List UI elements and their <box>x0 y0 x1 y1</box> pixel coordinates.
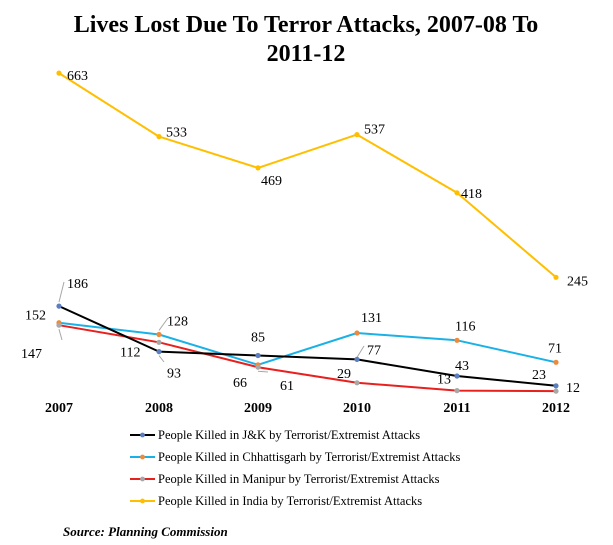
data-label-s3-5: 245 <box>567 274 588 289</box>
legend-entry-1: People Killed in Chhattisgarh by Terrori… <box>158 450 460 464</box>
data-label-s1-2: 66 <box>233 376 247 391</box>
label-leader-line-4 <box>257 370 269 373</box>
series-line-0 <box>58 305 557 387</box>
data-label-s0-1: 93 <box>167 367 181 382</box>
data-labels: 186 93 85 77 43 23 152 128 66 131 116 71 147 112 61 29 1… <box>21 69 588 396</box>
data-label-s2-3: 29 <box>337 367 351 382</box>
data-label-s1-0: 152 <box>25 309 46 324</box>
label-leader-line-3 <box>58 329 63 341</box>
data-point-s2-4 <box>454 388 460 394</box>
data-label-s0-5: 23 <box>532 368 546 383</box>
data-label-s1-1: 128 <box>167 314 188 329</box>
legend-swatch-marker-0 <box>140 432 145 438</box>
x-tick-label-3: 2010 <box>343 401 371 416</box>
data-point-s2-3 <box>354 380 360 386</box>
data-label-s0-4: 43 <box>455 359 469 374</box>
legend-swatch-marker-3 <box>140 498 145 504</box>
data-label-s0-2: 85 <box>251 330 265 345</box>
source-note: Source: Planning Commission <box>63 524 228 539</box>
chart-title-line-1: Lives Lost Due To Terror Attacks, 2007-0… <box>74 12 539 38</box>
legend-entry-0: People Killed in J&K by Terrorist/Extrem… <box>158 428 420 442</box>
data-point-s0-1 <box>156 349 162 355</box>
legend-swatch-marker-2 <box>140 476 145 482</box>
data-point-s1-3 <box>354 330 360 336</box>
data-point-s0-4 <box>454 373 460 379</box>
data-label-s2-2: 61 <box>280 379 294 394</box>
x-tick-label-0: 2007 <box>45 401 73 416</box>
label-leader-line-2 <box>158 317 169 331</box>
data-point-s3-5 <box>553 274 559 280</box>
data-point-s0-3 <box>354 356 360 362</box>
x-tick-label-2: 2009 <box>244 401 272 416</box>
series-line-1 <box>58 321 557 366</box>
data-point-s0-5 <box>553 383 559 389</box>
x-axis-ticks: 2007 2008 2009 2010 2011 2012 <box>45 401 570 416</box>
data-label-s2-4: 13 <box>437 373 451 388</box>
series-line-3 <box>58 72 557 279</box>
legend: People Killed in J&K by Terrorist/Extrem… <box>130 428 460 508</box>
data-label-s2-0: 147 <box>21 347 42 362</box>
label-leader-line-0 <box>58 281 65 303</box>
legend-swatch-marker-1 <box>140 454 145 460</box>
x-tick-label-5: 2012 <box>542 401 570 416</box>
data-point-s3-4 <box>454 190 460 196</box>
data-point-s3-1 <box>156 134 162 140</box>
data-label-s3-1: 533 <box>166 126 187 141</box>
data-label-s1-3: 131 <box>361 311 382 326</box>
series-lines <box>58 72 557 393</box>
data-label-s2-1: 112 <box>120 345 140 360</box>
data-label-s0-3: 77 <box>367 343 381 358</box>
data-label-s3-2: 469 <box>261 174 282 189</box>
data-label-s3-0: 663 <box>67 69 88 84</box>
data-label-s3-3: 537 <box>364 123 385 138</box>
data-point-s3-3 <box>354 132 360 138</box>
x-tick-label-1: 2008 <box>145 401 173 416</box>
label-leader-line-1 <box>158 355 165 363</box>
data-point-s2-0 <box>56 322 62 328</box>
data-label-s1-5: 71 <box>548 341 562 356</box>
chart-title-line-2: 2011-12 <box>267 41 346 67</box>
data-point-s2-5 <box>553 388 559 394</box>
data-point-s1-4 <box>454 337 460 343</box>
data-point-s0-0 <box>56 303 62 309</box>
label-leader-line-5 <box>356 345 365 358</box>
legend-entry-3: People Killed in India by Terrorist/Extr… <box>158 494 422 508</box>
data-label-s3-4: 418 <box>461 187 482 202</box>
series-markers <box>56 70 559 394</box>
data-label-s1-4: 116 <box>455 319 475 334</box>
data-point-s3-0 <box>56 70 62 76</box>
data-point-s1-5 <box>553 359 559 365</box>
data-label-s0-0: 186 <box>67 277 88 292</box>
data-label-s2-5: 12 <box>566 381 580 396</box>
series-line-2 <box>58 324 557 393</box>
data-point-s3-2 <box>255 165 261 171</box>
x-tick-label-4: 2011 <box>443 401 470 416</box>
data-point-s1-1 <box>156 331 162 338</box>
data-point-s0-2 <box>255 352 261 359</box>
legend-entry-2: People Killed in Manipur by Terrorist/Ex… <box>158 472 440 486</box>
data-point-s2-1 <box>156 339 162 345</box>
data-point-s2-2 <box>255 364 261 370</box>
